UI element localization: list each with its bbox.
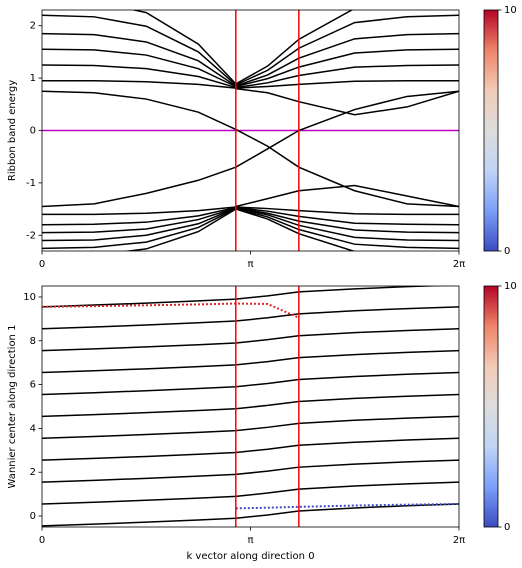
curve: [235, 87, 459, 116]
x-tick-label: 2π: [453, 259, 465, 270]
y-axis-label: Wannier center along direction 1: [7, 325, 18, 489]
x-axis-label: k vector along direction 0: [186, 551, 314, 562]
y-tick-label: 6: [30, 380, 36, 391]
curve: [130, 10, 354, 85]
curve: [42, 14, 459, 86]
colorbar-tick-label: 10: [504, 5, 517, 16]
colorbar: [483, 9, 499, 252]
curve: [42, 481, 459, 505]
curve: [42, 286, 449, 308]
curve: [42, 207, 459, 234]
curve: [42, 48, 459, 88]
curve: [42, 415, 459, 440]
curve: [42, 206, 459, 216]
curve: [42, 32, 459, 87]
plot-area: [42, 286, 459, 527]
curve: [42, 327, 459, 352]
x-tick-label: 2π: [453, 535, 465, 546]
curve: [42, 349, 459, 374]
y-tick-label: -2: [26, 230, 36, 241]
curve: [42, 306, 459, 330]
colorbar: [483, 285, 499, 528]
y-tick-label: 10: [23, 292, 36, 303]
curve: [42, 79, 459, 89]
plot-area: [42, 10, 459, 251]
curve: [42, 302, 300, 319]
y-tick-label: 8: [30, 336, 36, 347]
y-tick-label: -1: [26, 178, 36, 189]
curve: [42, 371, 459, 396]
curve: [42, 393, 459, 418]
curve: [42, 90, 459, 208]
y-tick-label: 2: [30, 21, 36, 32]
y-axis-label: Ribbon band energy: [7, 80, 18, 181]
curve: [42, 459, 459, 483]
x-tick-label: 0: [39, 535, 45, 546]
curve: [42, 437, 459, 461]
colorbar-tick-label: 0: [504, 246, 510, 257]
x-tick-label: 0: [39, 259, 45, 270]
colorbar-tick-label: 0: [504, 522, 510, 533]
curve: [42, 206, 459, 226]
colorbar-tick-label: 10: [504, 281, 517, 292]
curve: [42, 64, 459, 89]
curve: [235, 184, 459, 208]
y-tick-label: 2: [30, 467, 36, 478]
x-tick-label: π: [247, 259, 253, 270]
y-tick-label: 4: [30, 423, 36, 434]
curve: [42, 503, 459, 527]
curve: [42, 207, 459, 250]
y-tick-label: 0: [30, 511, 36, 522]
y-tick-label: 1: [30, 73, 36, 84]
y-tick-label: 0: [30, 126, 36, 137]
curve: [42, 90, 459, 208]
curve: [42, 207, 459, 242]
x-tick-label: π: [247, 535, 253, 546]
curve: [122, 208, 358, 251]
